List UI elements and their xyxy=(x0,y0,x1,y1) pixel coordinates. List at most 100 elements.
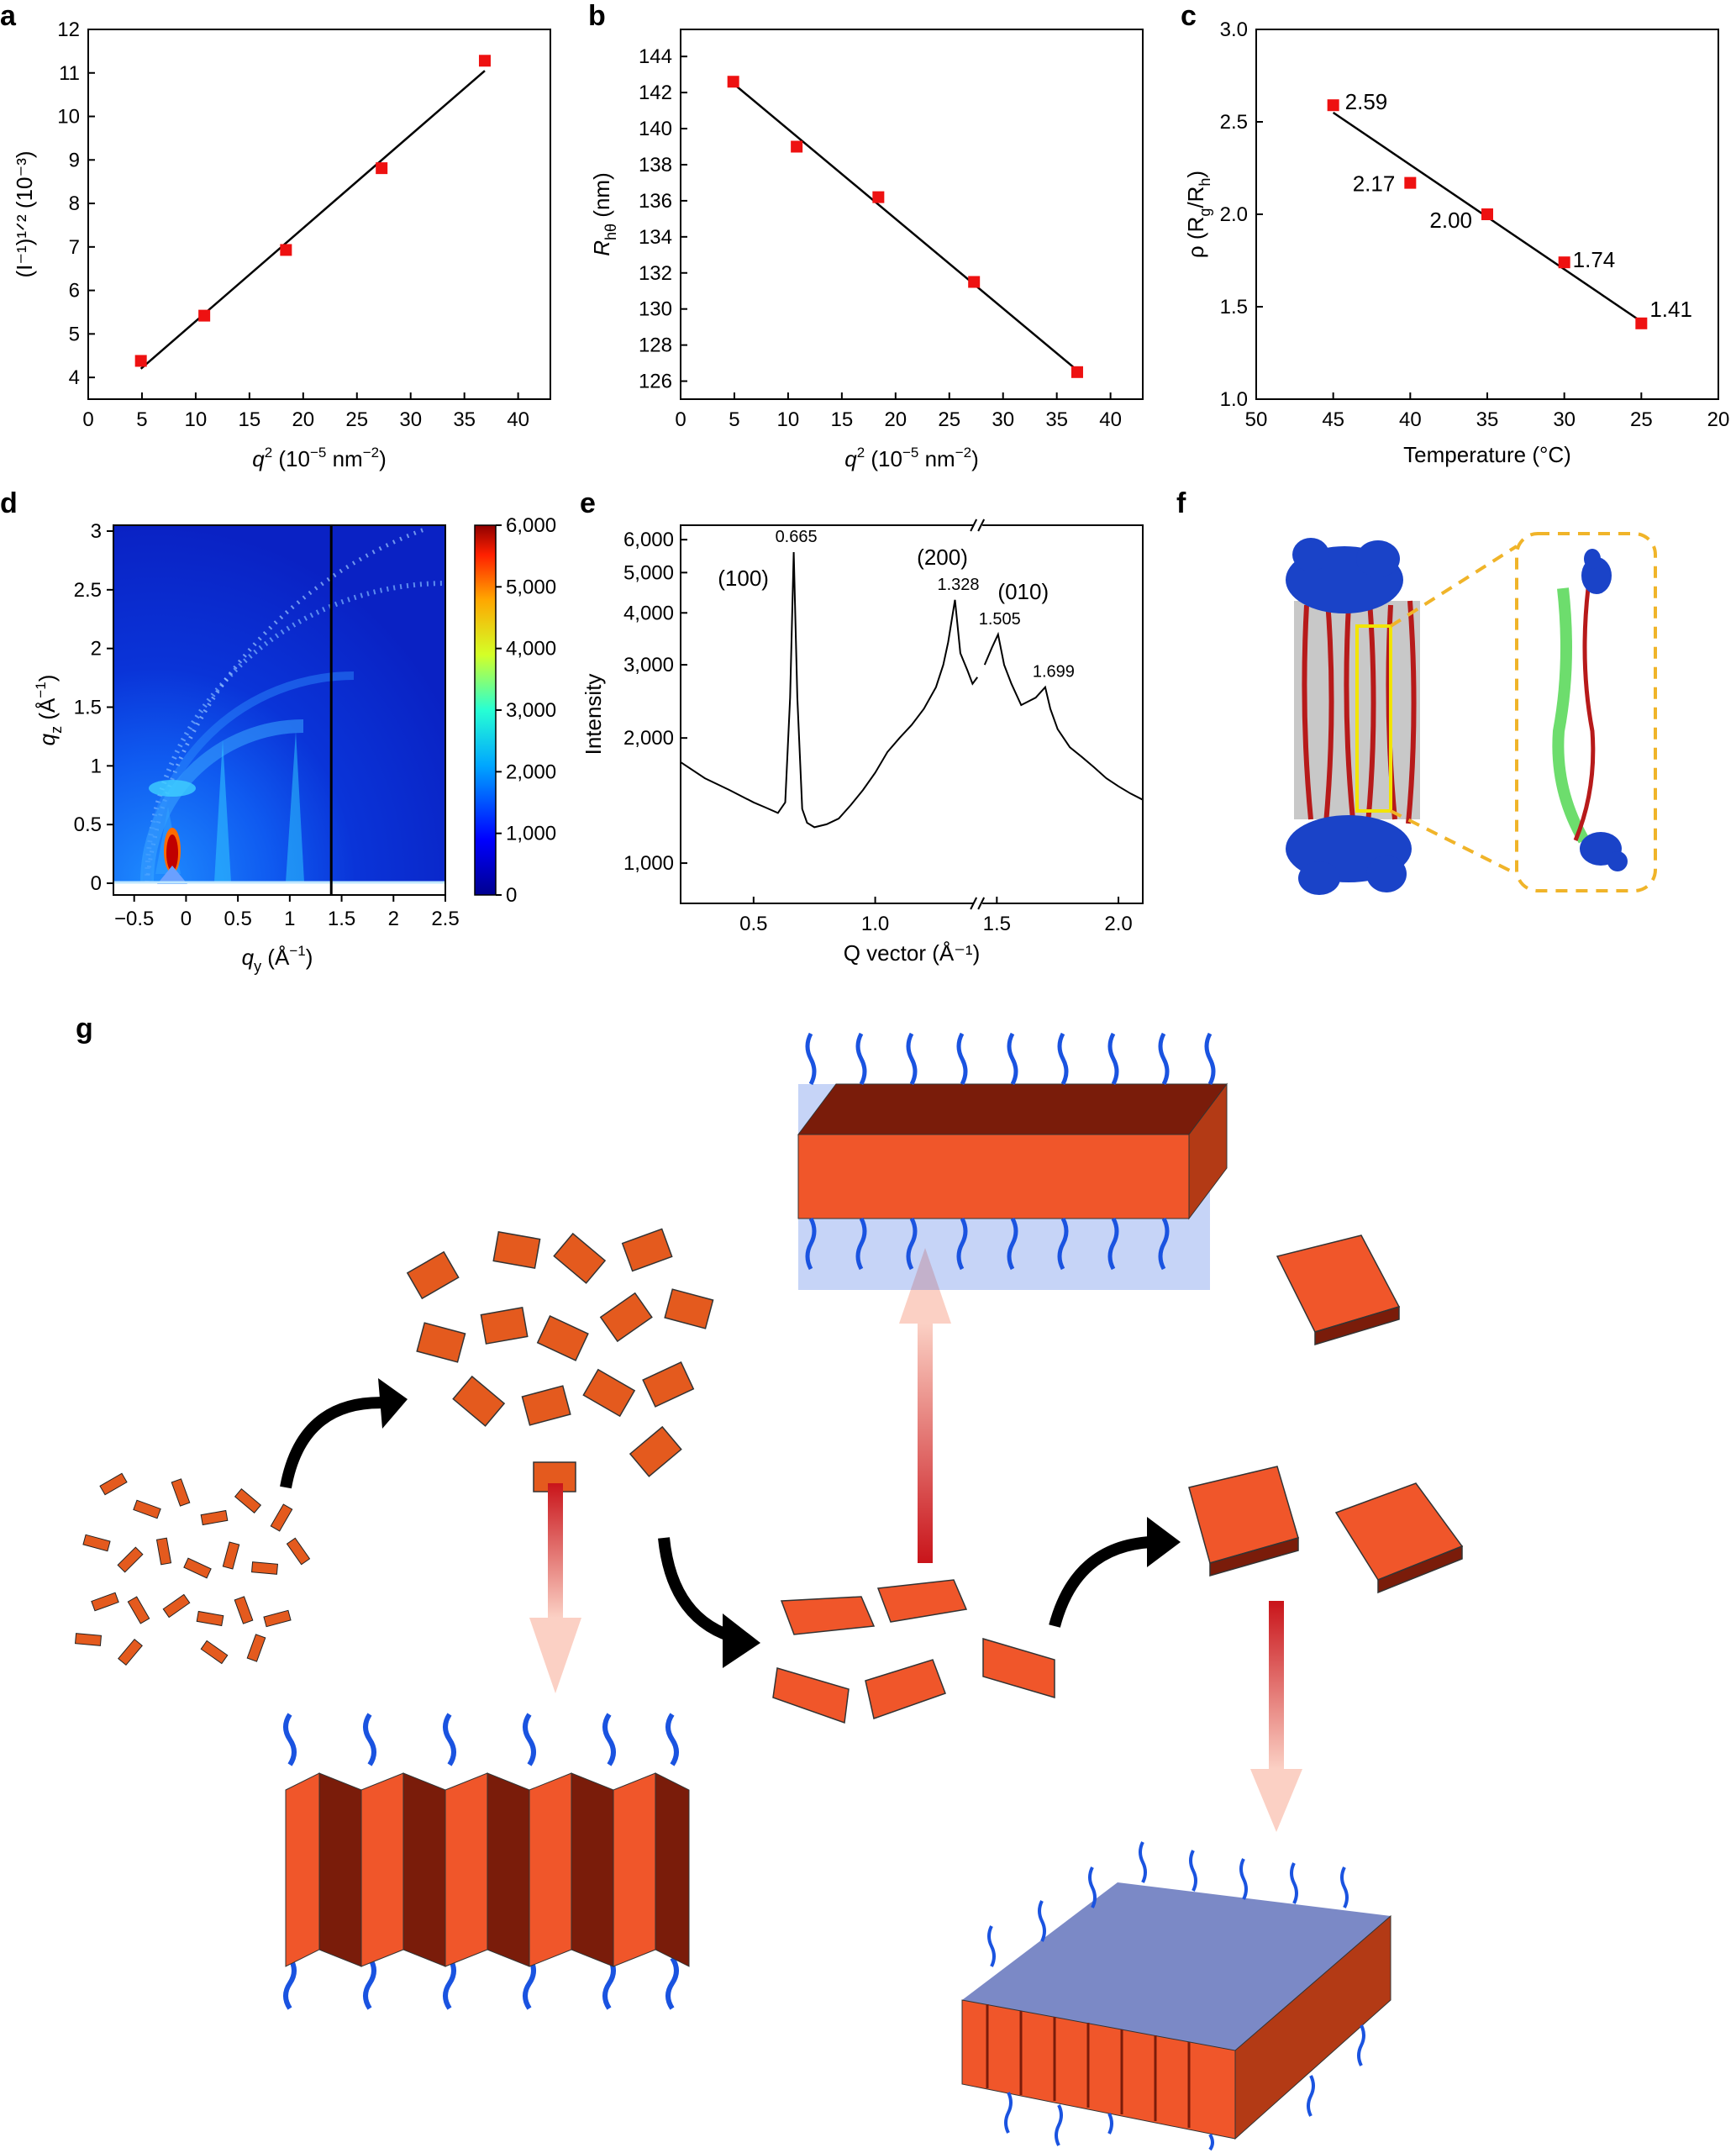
data-point xyxy=(1635,317,1648,329)
x-tick-label: 45 xyxy=(1322,408,1344,431)
panel-f: f xyxy=(1176,487,1657,895)
x-tick-label: 1.0 xyxy=(861,913,889,935)
lamella-sheet-array xyxy=(961,1841,1391,2151)
x-ticks-b: 0 5 10 15 20 25 30 35 40 xyxy=(675,392,1122,431)
data-points-c: 2.59 2.17 2.00 1.74 1.41 xyxy=(1327,89,1692,329)
colorbar-tick-label: 3,000 xyxy=(506,699,556,722)
x-axis-label-e: Q vector (Å⁻¹) xyxy=(844,940,981,966)
x-tick-label: 20 xyxy=(292,408,314,431)
curved-arrow-1-head xyxy=(378,1378,408,1429)
colorbar-tick-label: 6,000 xyxy=(506,514,556,537)
x-tick-label: 40 xyxy=(1099,408,1122,431)
axis-break-mark xyxy=(970,897,978,910)
small-aggregates xyxy=(406,1228,714,1492)
x-tick-label: 15 xyxy=(831,408,854,431)
peak-labels: 0.665 (100) 1.328 (200) 1.505 (010) 1.699 xyxy=(718,528,1075,682)
curved-arrow-3 xyxy=(1049,1536,1152,1628)
x-tick-label: 30 xyxy=(992,408,1014,431)
y-axis-label-a: (I⁻¹)¹ᐟ² (10⁻³) xyxy=(12,150,37,277)
axis-break-bottom-gap xyxy=(974,898,983,908)
y-tick-label: 136 xyxy=(639,190,672,213)
curved-arrow-2-head xyxy=(723,1613,760,1668)
data-label: 2.17 xyxy=(1353,171,1396,197)
colorbar-tick-label: 1,000 xyxy=(506,823,556,845)
panel-label-a: a xyxy=(0,0,17,32)
x-axis-label-d: qy (Å−1) xyxy=(242,943,313,975)
curved-arrow-1 xyxy=(280,1397,396,1489)
x-tick-label: 2.5 xyxy=(431,908,459,930)
peak-index-label: (200) xyxy=(917,545,968,570)
y-tick-label: 142 xyxy=(639,82,672,104)
red-arrow-up xyxy=(899,1248,951,1563)
peak-value-label: 1.699 xyxy=(1033,663,1075,682)
y-tick-label: 2.0 xyxy=(1220,203,1248,226)
x-tick-label: 2 xyxy=(388,908,399,930)
y-tick-label: 2 xyxy=(91,638,102,661)
stacked-lamella xyxy=(797,1032,1228,1290)
y-axis-label-d: qz (Å−1) xyxy=(33,675,65,746)
peak-value-label: 0.665 xyxy=(776,528,818,546)
small-sheets xyxy=(772,1579,1055,1724)
y-tick-label: 10 xyxy=(57,106,80,129)
y-axis-label-b: Rhθ (nm) xyxy=(589,172,619,255)
x-tick-label: 1 xyxy=(284,908,295,930)
y-ticks-c: 1.0 1.5 2.0 2.5 3.0 xyxy=(1220,18,1263,411)
panel-label-e: e xyxy=(580,487,596,519)
y-tick-label: 4,000 xyxy=(623,602,674,624)
y-tick-label: 1.0 xyxy=(1220,388,1248,411)
y-tick-label: 6 xyxy=(69,280,80,303)
y-tick-label: 1 xyxy=(91,755,102,777)
panel-g: g xyxy=(74,1013,1464,2151)
x-ticks-d: −0.5 0 0.5 1 1.5 2 2.5 xyxy=(114,895,460,930)
panel-label-d: d xyxy=(0,487,18,519)
data-points-a xyxy=(134,55,491,367)
data-label: 1.41 xyxy=(1649,297,1692,322)
colorbar-tick-label: 0 xyxy=(506,884,517,907)
x-ticks-c: 50 45 40 35 30 25 20 xyxy=(1245,392,1730,431)
y-tick-label: 130 xyxy=(639,298,672,321)
y-tick-label: 134 xyxy=(639,226,672,249)
plot-frame-b xyxy=(680,29,1144,400)
data-point xyxy=(1558,256,1570,269)
x-tick-label: 30 xyxy=(1553,408,1576,431)
data-point xyxy=(280,244,292,256)
y-tick-label: 3,000 xyxy=(623,654,674,676)
x-tick-label: 5 xyxy=(136,408,147,431)
x-tick-label: 30 xyxy=(399,408,422,431)
red-arrow-down-2 xyxy=(1250,1601,1302,1832)
panel-d: d −0.5 0 0.5 1 1.5 2 2.5 0 0.5 1 1.5 2 2.5 3 0 1,000 2… xyxy=(0,487,556,975)
x-tick-label: 40 xyxy=(1399,408,1422,431)
x-tick-label: 0.5 xyxy=(739,913,767,935)
x-ticks-e: 0.5 1.0 1.5 2.0 xyxy=(739,897,1133,935)
x-tick-label: 35 xyxy=(1045,408,1068,431)
y-tick-label: 2.5 xyxy=(1220,111,1248,134)
x-tick-label: 25 xyxy=(1630,408,1653,431)
data-point xyxy=(791,140,803,153)
colorbar-tick-label: 5,000 xyxy=(506,576,556,598)
x-tick-label: 20 xyxy=(1707,408,1730,431)
axis-break-mark xyxy=(977,519,986,532)
y-tick-label: 144 xyxy=(639,45,672,68)
plot-frame-a xyxy=(87,29,551,400)
panel-b: b 0 5 10 15 20 25 30 35 40 126 128 130 132 134 136 138… xyxy=(588,0,1144,471)
y-tick-label: 6,000 xyxy=(623,529,674,551)
y-tick-label: 12 xyxy=(57,18,80,41)
x-tick-label: 0 xyxy=(181,908,192,930)
y-tick-label: 11 xyxy=(59,62,80,85)
x-tick-label: 40 xyxy=(507,408,529,431)
red-arrow-down-1 xyxy=(529,1483,581,1693)
data-point xyxy=(968,276,981,288)
x-tick-label: 35 xyxy=(1476,408,1499,431)
x-axis-label-c: Temperature (°C) xyxy=(1403,442,1571,467)
data-point xyxy=(872,191,885,203)
data-point xyxy=(1404,176,1417,189)
data-point xyxy=(134,355,147,367)
molecular-bundle xyxy=(1286,532,1657,895)
y-tick-label: 132 xyxy=(639,262,672,285)
y-tick-label: 1.5 xyxy=(1220,296,1248,318)
x-ticks-a: 0 5 10 15 20 25 30 35 40 xyxy=(82,392,529,431)
x-tick-label: 10 xyxy=(777,408,800,431)
y-axis-label-e: Intensity xyxy=(581,674,606,755)
data-point xyxy=(1071,366,1083,378)
